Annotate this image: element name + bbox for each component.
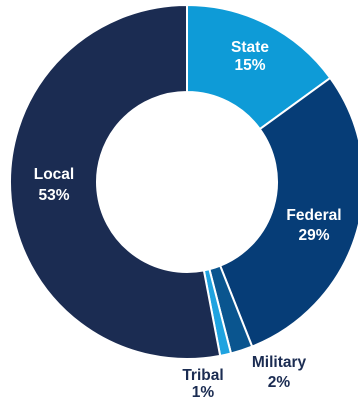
slice-value-tribal: 1%	[192, 384, 215, 401]
slice-value-local: 53%	[38, 187, 69, 204]
slice-label-state: State	[231, 39, 269, 56]
slice-state	[186, 3, 332, 131]
slice-label-military: Military	[252, 354, 307, 371]
slice-value-state: 15%	[234, 57, 265, 74]
slice-label-tribal: Tribal	[182, 367, 223, 384]
slice-federal	[218, 76, 358, 348]
slice-label-federal: Federal	[286, 207, 341, 224]
slice-local	[9, 3, 222, 360]
slice-value-federal: 29%	[298, 227, 329, 244]
slice-value-military: 2%	[268, 374, 291, 391]
donut-slices	[9, 3, 358, 360]
slice-label-local: Local	[34, 166, 74, 183]
